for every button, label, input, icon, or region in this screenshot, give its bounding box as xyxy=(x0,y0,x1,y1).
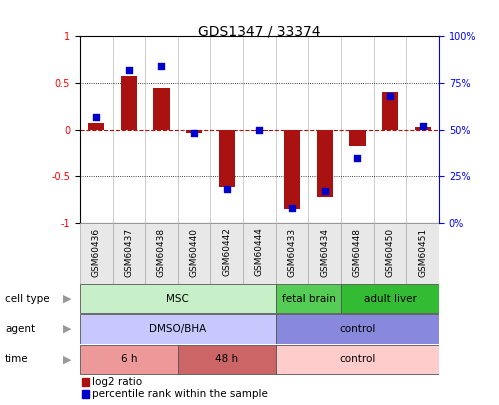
Bar xyxy=(82,378,89,386)
Point xyxy=(158,63,166,70)
FancyBboxPatch shape xyxy=(178,223,211,284)
Point xyxy=(419,123,427,129)
Text: GSM60437: GSM60437 xyxy=(124,228,133,277)
Text: control: control xyxy=(339,324,376,334)
FancyBboxPatch shape xyxy=(80,223,112,284)
Text: 6 h: 6 h xyxy=(121,354,137,364)
FancyBboxPatch shape xyxy=(276,284,341,313)
Text: GSM60448: GSM60448 xyxy=(353,228,362,277)
Bar xyxy=(121,76,137,130)
Text: ▶: ▶ xyxy=(63,294,72,304)
FancyBboxPatch shape xyxy=(276,345,439,374)
Bar xyxy=(251,130,267,132)
Text: adult liver: adult liver xyxy=(364,294,417,304)
FancyBboxPatch shape xyxy=(374,223,407,284)
Text: DMSO/BHA: DMSO/BHA xyxy=(149,324,207,334)
FancyBboxPatch shape xyxy=(243,223,276,284)
Point xyxy=(255,126,263,133)
Text: MSC: MSC xyxy=(166,294,189,304)
Point xyxy=(125,67,133,73)
Text: GSM60438: GSM60438 xyxy=(157,228,166,277)
Text: percentile rank within the sample: percentile rank within the sample xyxy=(92,389,268,399)
Bar xyxy=(415,127,431,130)
FancyBboxPatch shape xyxy=(145,223,178,284)
FancyBboxPatch shape xyxy=(112,223,145,284)
FancyBboxPatch shape xyxy=(80,315,276,343)
Text: GSM60450: GSM60450 xyxy=(386,228,395,277)
FancyBboxPatch shape xyxy=(211,223,243,284)
FancyBboxPatch shape xyxy=(308,223,341,284)
FancyBboxPatch shape xyxy=(276,223,308,284)
Text: 48 h: 48 h xyxy=(215,354,239,364)
Text: GSM60451: GSM60451 xyxy=(418,228,427,277)
FancyBboxPatch shape xyxy=(178,345,276,374)
Point xyxy=(288,205,296,211)
FancyBboxPatch shape xyxy=(80,284,276,313)
Point xyxy=(321,188,329,194)
Point xyxy=(92,113,100,120)
Text: cell type: cell type xyxy=(5,294,49,304)
Text: agent: agent xyxy=(5,324,35,334)
FancyBboxPatch shape xyxy=(341,284,439,313)
Text: GSM60444: GSM60444 xyxy=(255,228,264,277)
FancyBboxPatch shape xyxy=(341,223,374,284)
Bar xyxy=(88,123,104,130)
Text: fetal brain: fetal brain xyxy=(281,294,335,304)
Text: GDS1347 / 33374: GDS1347 / 33374 xyxy=(198,24,321,38)
FancyBboxPatch shape xyxy=(80,345,178,374)
Bar xyxy=(349,130,366,146)
Text: time: time xyxy=(5,354,28,364)
Bar xyxy=(317,130,333,197)
Text: ▶: ▶ xyxy=(63,324,72,334)
Bar xyxy=(186,130,202,133)
Point xyxy=(386,93,394,99)
Bar xyxy=(284,130,300,209)
FancyBboxPatch shape xyxy=(276,315,439,343)
Text: GSM60440: GSM60440 xyxy=(190,228,199,277)
FancyBboxPatch shape xyxy=(407,223,439,284)
Point xyxy=(223,186,231,192)
Bar xyxy=(219,130,235,188)
Text: GSM60436: GSM60436 xyxy=(92,228,101,277)
Text: GSM60434: GSM60434 xyxy=(320,228,329,277)
Bar xyxy=(382,92,398,130)
Text: log2 ratio: log2 ratio xyxy=(92,377,143,387)
Text: GSM60442: GSM60442 xyxy=(223,228,232,277)
Point xyxy=(353,154,361,161)
Bar xyxy=(153,88,170,130)
Text: ▶: ▶ xyxy=(63,354,72,364)
Bar xyxy=(82,390,89,399)
Point xyxy=(190,130,198,136)
Text: control: control xyxy=(339,354,376,364)
Text: GSM60433: GSM60433 xyxy=(287,228,296,277)
